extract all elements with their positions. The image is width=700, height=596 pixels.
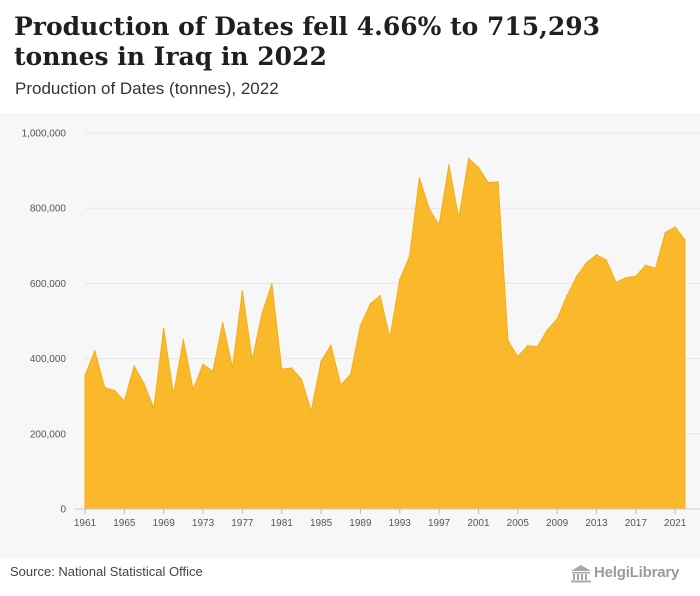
x-tick-label: 1977	[231, 518, 254, 529]
data-point	[271, 283, 273, 285]
data-point	[497, 181, 499, 183]
data-point	[536, 345, 539, 348]
data-point	[280, 368, 283, 370]
y-tick-label: 0	[60, 505, 66, 516]
series-area	[84, 157, 686, 510]
data-point	[231, 367, 234, 369]
data-point	[644, 264, 647, 267]
x-tick-label: 2009	[546, 518, 569, 529]
x-tick-label: 2001	[467, 518, 490, 529]
data-point	[192, 388, 194, 391]
data-point	[428, 208, 431, 210]
data-point	[113, 389, 116, 392]
data-point	[507, 339, 509, 342]
data-point	[172, 393, 175, 396]
y-tick-label: 400,000	[30, 354, 67, 365]
data-point	[595, 254, 598, 256]
y-tick-label: 800,000	[30, 204, 67, 215]
data-point	[202, 363, 204, 366]
data-point	[487, 181, 490, 184]
data-point	[674, 226, 676, 228]
x-tick-label: 1961	[74, 518, 97, 529]
data-point	[143, 382, 145, 385]
chart-footer	[0, 558, 700, 596]
data-point	[241, 290, 244, 292]
data-point	[635, 275, 637, 278]
x-tick-label: 2017	[625, 518, 648, 529]
data-point	[576, 275, 578, 278]
data-point	[625, 276, 627, 279]
x-tick-label: 2013	[585, 518, 608, 529]
data-point	[448, 164, 450, 166]
data-point	[389, 337, 391, 339]
data-point	[251, 359, 254, 361]
data-point	[212, 370, 214, 373]
area-chart: 0 200,000 400,000 600,000 800,000 1,000,000 19…	[22, 129, 700, 529]
data-point	[526, 345, 529, 347]
data-point	[566, 295, 568, 297]
data-point	[310, 410, 313, 413]
x-tick-label: 1981	[271, 518, 294, 529]
data-point	[103, 386, 106, 389]
chart-subtitle: Production of Dates (tonnes), 2022	[15, 79, 279, 98]
x-tick-label: 2005	[507, 518, 530, 529]
data-point	[94, 350, 96, 352]
x-tick-label: 1989	[349, 518, 372, 529]
source-note: Source: National Statistical Office	[10, 564, 203, 579]
data-point	[605, 259, 608, 261]
data-point	[438, 224, 440, 226]
data-point	[408, 255, 411, 258]
data-point	[516, 355, 519, 358]
data-point	[290, 367, 293, 369]
data-point	[123, 400, 126, 402]
library-building-icon	[571, 565, 591, 583]
logo-text: HelgiLibrary	[594, 564, 680, 581]
y-tick-label: 1,000,000	[22, 129, 67, 140]
data-point	[300, 378, 303, 381]
data-point	[477, 166, 480, 169]
data-point	[546, 329, 549, 331]
data-point	[221, 322, 224, 324]
data-point	[261, 312, 263, 315]
data-point	[369, 303, 372, 305]
data-point	[359, 325, 362, 327]
y-tick-label: 600,000	[30, 279, 67, 290]
data-point	[615, 281, 617, 284]
chart-title: Production of Dates fell 4.66% to 715,29…	[14, 12, 601, 71]
data-point	[162, 327, 165, 330]
data-point	[556, 318, 558, 320]
data-point	[379, 295, 381, 297]
data-point	[182, 339, 185, 341]
data-point	[664, 231, 667, 234]
data-point	[585, 261, 588, 264]
data-point	[467, 157, 470, 160]
y-tick-label: 200,000	[30, 429, 67, 440]
data-point	[153, 407, 155, 410]
data-point	[418, 177, 421, 179]
data-point	[320, 360, 322, 363]
data-point	[654, 267, 657, 270]
chart-header: Production of Dates fell 4.66% to 715,29…	[0, 0, 700, 113]
x-tick-label: 1965	[113, 518, 136, 529]
data-point	[84, 374, 86, 377]
helgi-library-logo[interactable]: HelgiLibrary	[570, 561, 692, 585]
plot-area: 0 200,000 400,000 600,000 800,000 1,000,000 19…	[0, 113, 700, 558]
data-point	[133, 365, 135, 367]
x-tick-label: 1973	[192, 518, 215, 529]
data-point	[398, 278, 401, 281]
data-point	[339, 384, 342, 386]
x-tick-label: 1969	[153, 518, 176, 529]
x-tick-label: 1997	[428, 518, 451, 529]
x-tick-label: 1985	[310, 518, 333, 529]
data-point	[349, 373, 352, 376]
data-point	[684, 239, 686, 241]
data-point	[330, 344, 332, 347]
x-tick-label: 1993	[389, 518, 412, 529]
x-tick-label: 2021	[664, 518, 687, 529]
data-point	[457, 217, 460, 220]
